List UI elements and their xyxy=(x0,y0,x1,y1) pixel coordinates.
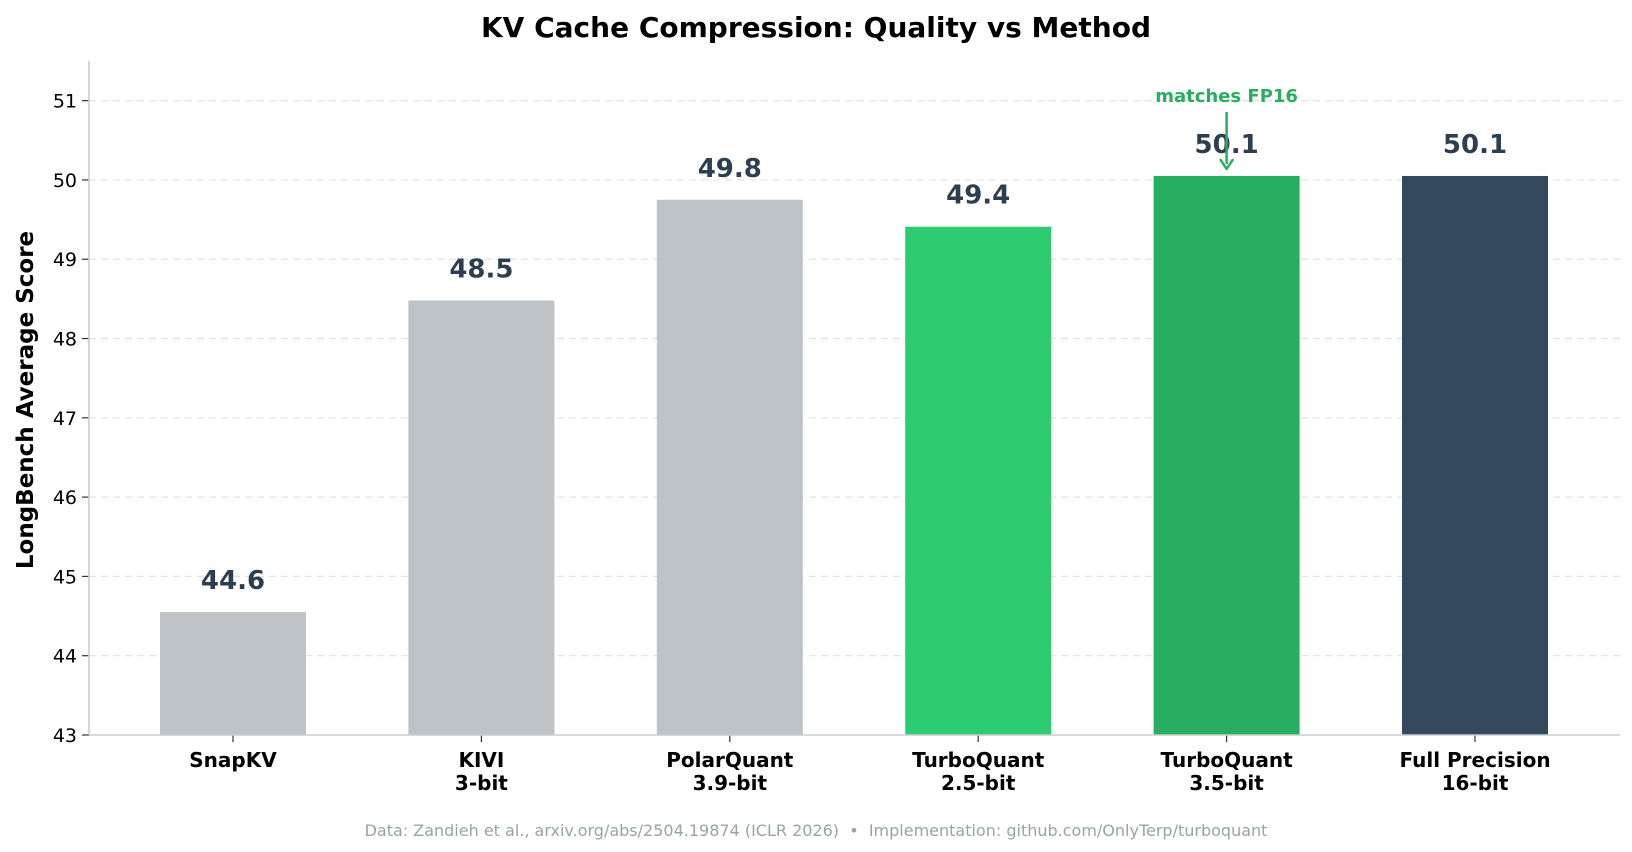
bar-value-label: 44.6 xyxy=(201,566,265,596)
x-tick-label: PolarQuant xyxy=(666,748,794,772)
annotation: matches FP16 xyxy=(1155,86,1298,171)
annotation-text: matches FP16 xyxy=(1155,86,1298,107)
x-tick-label: TurboQuant xyxy=(912,748,1045,772)
x-tick-label: 2.5-bit xyxy=(941,771,1016,795)
y-tick-label: 45 xyxy=(53,566,77,588)
x-tick-label: 3.9-bit xyxy=(693,771,768,795)
bar xyxy=(1153,175,1300,736)
y-tick-label: 51 xyxy=(53,91,77,113)
y-tick-label: 43 xyxy=(53,725,77,747)
bar-value-label: 49.4 xyxy=(946,181,1010,211)
y-axis-label: LongBench Average Score xyxy=(13,231,39,569)
y-tick-label: 44 xyxy=(53,646,77,668)
data-labels: 44.648.549.849.450.1 50.1 xyxy=(201,130,1507,596)
bar xyxy=(905,226,1052,735)
x-tick-label: 3.5-bit xyxy=(1189,771,1264,795)
footer-note: Data: Zandieh et al., arxiv.org/abs/2504… xyxy=(365,821,1268,840)
bar-value-label: 50.1 xyxy=(1443,130,1507,160)
y-tick-label: 50 xyxy=(53,170,77,192)
y-tick-label: 46 xyxy=(53,487,77,509)
bars xyxy=(160,175,1548,736)
chart-title: KV Cache Compression: Quality vs Method xyxy=(481,11,1151,44)
bar xyxy=(656,199,803,735)
x-tick-label: 16-bit xyxy=(1442,771,1509,795)
bar xyxy=(160,612,306,735)
bar-value-label: 48.5 xyxy=(449,254,513,284)
annotation-arrow-head xyxy=(1219,158,1234,171)
bar-value-label: 49.8 xyxy=(698,154,762,184)
x-tick-label: TurboQuant xyxy=(1161,748,1294,772)
bar xyxy=(408,300,555,735)
x-tick-label: KIVI xyxy=(458,748,504,772)
y-tick-label: 48 xyxy=(53,329,77,351)
bar xyxy=(1402,175,1548,736)
y-tick-label: 47 xyxy=(53,408,77,430)
x-tick-label: SnapKV xyxy=(189,748,277,772)
x-tick-label: 3-bit xyxy=(455,771,508,795)
x-tick-label: Full Precision xyxy=(1399,748,1550,772)
grid-lines xyxy=(89,100,1620,657)
y-tick-label: 49 xyxy=(53,249,77,271)
